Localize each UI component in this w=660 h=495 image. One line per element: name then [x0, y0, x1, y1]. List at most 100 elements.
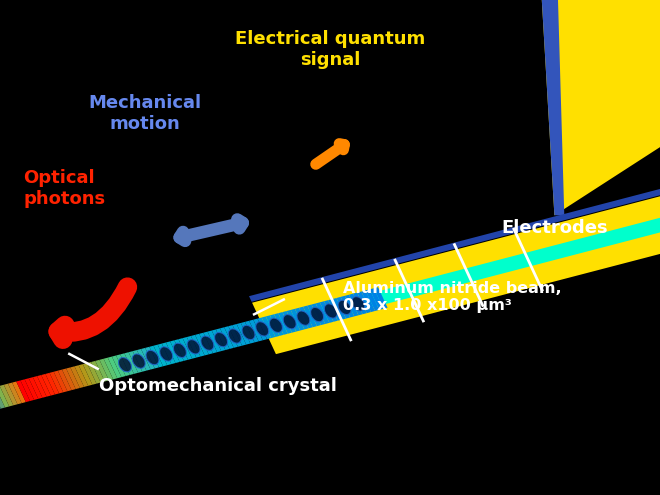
Polygon shape [232, 324, 246, 346]
Polygon shape [253, 319, 267, 340]
Polygon shape [112, 355, 125, 377]
Polygon shape [0, 387, 5, 408]
Ellipse shape [255, 322, 269, 336]
Polygon shape [349, 294, 362, 315]
Polygon shape [366, 289, 380, 311]
Polygon shape [120, 353, 134, 375]
Polygon shape [154, 345, 167, 366]
Polygon shape [58, 370, 71, 391]
Text: Optical
photons: Optical photons [23, 169, 105, 207]
Polygon shape [183, 337, 196, 359]
Polygon shape [241, 322, 255, 344]
Polygon shape [320, 301, 333, 323]
Polygon shape [71, 366, 84, 388]
Polygon shape [149, 346, 163, 367]
Polygon shape [170, 340, 184, 362]
Polygon shape [370, 288, 383, 310]
Polygon shape [195, 334, 209, 355]
Polygon shape [187, 336, 201, 357]
Polygon shape [37, 375, 51, 396]
Polygon shape [249, 320, 263, 342]
Ellipse shape [352, 297, 365, 311]
Ellipse shape [283, 314, 296, 329]
Polygon shape [207, 331, 221, 352]
Polygon shape [104, 358, 117, 379]
Ellipse shape [132, 354, 145, 368]
Polygon shape [332, 298, 346, 320]
Polygon shape [261, 316, 275, 338]
Polygon shape [141, 348, 154, 370]
Polygon shape [20, 379, 34, 401]
Polygon shape [166, 342, 180, 363]
Polygon shape [541, 0, 660, 215]
Polygon shape [261, 201, 660, 335]
Polygon shape [16, 381, 30, 402]
Polygon shape [274, 313, 288, 335]
Ellipse shape [228, 329, 242, 343]
Polygon shape [295, 308, 309, 329]
Ellipse shape [324, 304, 337, 318]
Polygon shape [24, 378, 38, 400]
Polygon shape [100, 359, 113, 380]
Ellipse shape [174, 343, 186, 357]
Polygon shape [282, 311, 296, 333]
Polygon shape [41, 374, 55, 396]
Polygon shape [124, 352, 138, 374]
Polygon shape [224, 326, 238, 348]
Polygon shape [108, 356, 121, 378]
Polygon shape [541, 0, 564, 215]
Polygon shape [324, 300, 338, 322]
Polygon shape [286, 310, 300, 332]
Polygon shape [91, 361, 105, 383]
FancyArrowPatch shape [180, 219, 243, 241]
Polygon shape [50, 372, 63, 394]
Polygon shape [220, 327, 234, 349]
Polygon shape [216, 328, 230, 350]
Polygon shape [8, 383, 22, 404]
Polygon shape [0, 385, 13, 406]
Polygon shape [341, 296, 354, 317]
Ellipse shape [311, 307, 323, 322]
Polygon shape [0, 388, 1, 410]
Polygon shape [245, 321, 259, 343]
Polygon shape [237, 323, 250, 345]
Polygon shape [53, 371, 67, 393]
Polygon shape [337, 297, 350, 319]
Polygon shape [66, 367, 80, 389]
Polygon shape [252, 182, 660, 354]
Polygon shape [29, 377, 42, 399]
Polygon shape [249, 176, 660, 302]
Polygon shape [279, 312, 292, 334]
Polygon shape [95, 360, 109, 382]
Polygon shape [174, 339, 188, 361]
Polygon shape [145, 347, 159, 368]
Polygon shape [299, 307, 313, 328]
Polygon shape [158, 344, 172, 365]
Polygon shape [290, 309, 304, 331]
Polygon shape [199, 333, 213, 354]
Text: Optomechanical crystal: Optomechanical crystal [99, 377, 337, 395]
Text: Electrical quantum
signal: Electrical quantum signal [235, 30, 425, 69]
Ellipse shape [160, 347, 173, 361]
Ellipse shape [119, 357, 131, 372]
Polygon shape [374, 287, 387, 309]
Polygon shape [75, 365, 88, 387]
Polygon shape [257, 317, 271, 339]
Polygon shape [79, 364, 92, 386]
Ellipse shape [187, 340, 200, 354]
Text: Electrodes: Electrodes [502, 219, 609, 237]
Ellipse shape [214, 333, 228, 347]
Polygon shape [87, 362, 101, 384]
Text: Aluminum nitride beam,
0.3 x 1.0 x100 μm³: Aluminum nitride beam, 0.3 x 1.0 x100 μm… [343, 281, 562, 313]
Polygon shape [0, 386, 9, 407]
Polygon shape [46, 373, 59, 395]
Polygon shape [12, 382, 26, 403]
Polygon shape [191, 335, 205, 356]
Polygon shape [353, 293, 367, 314]
Polygon shape [137, 349, 150, 371]
Polygon shape [228, 325, 242, 347]
Polygon shape [308, 304, 321, 326]
Polygon shape [203, 332, 217, 353]
FancyArrowPatch shape [315, 144, 345, 164]
Ellipse shape [338, 300, 351, 315]
